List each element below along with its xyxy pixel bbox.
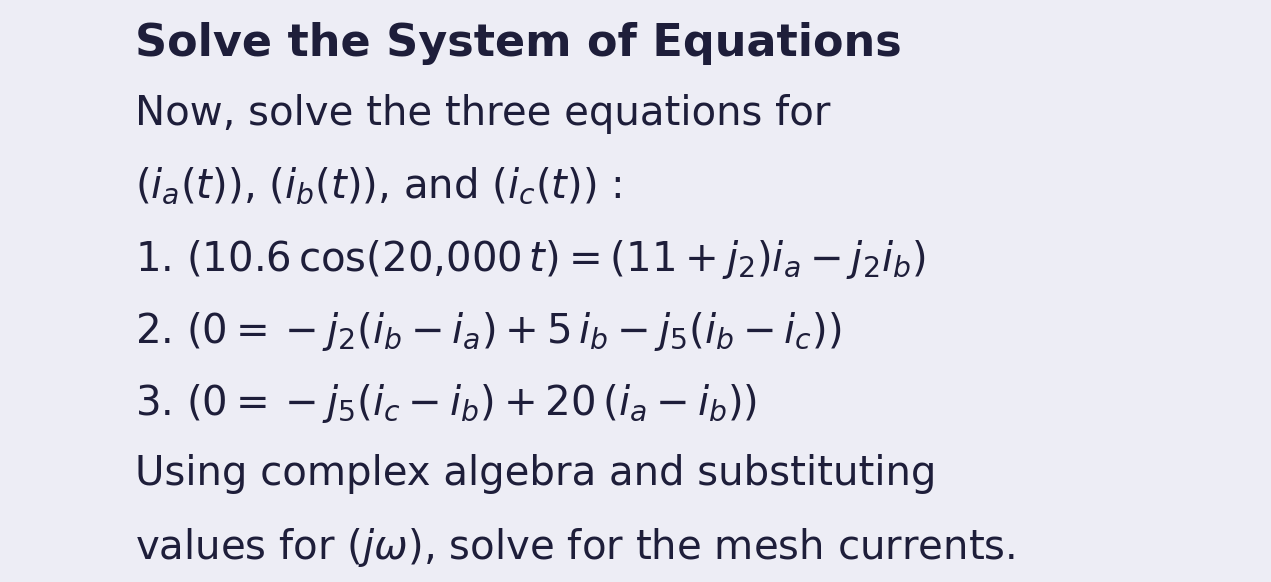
Text: 3. $(0 = -j_5(i_c - i_b) + 20\,(i_a - i_b))$: 3. $(0 = -j_5(i_c - i_b) + 20\,(i_a - i_… [135,382,758,425]
Text: Solve the System of Equations: Solve the System of Equations [135,22,901,65]
Text: $(i_a(t))$, $(i_b(t))$, and $(i_c(t))$ :: $(i_a(t))$, $(i_b(t))$, and $(i_c(t))$ : [135,166,622,207]
Text: 2. $(0 = -j_2(i_b - i_a) + 5\,i_b - j_5(i_b - i_c))$: 2. $(0 = -j_2(i_b - i_a) + 5\,i_b - j_5(… [135,310,841,353]
Text: Using complex algebra and substituting: Using complex algebra and substituting [135,454,937,494]
Text: values for $(j\omega)$, solve for the mesh currents.: values for $(j\omega)$, solve for the me… [135,526,1016,569]
Text: 1. $(10.6\,\cos(20{,}000\,t) = (11 + j_2)i_a - j_2i_b)$: 1. $(10.6\,\cos(20{,}000\,t) = (11 + j_2… [135,238,925,281]
Text: Now, solve the three equations for: Now, solve the three equations for [135,94,830,134]
